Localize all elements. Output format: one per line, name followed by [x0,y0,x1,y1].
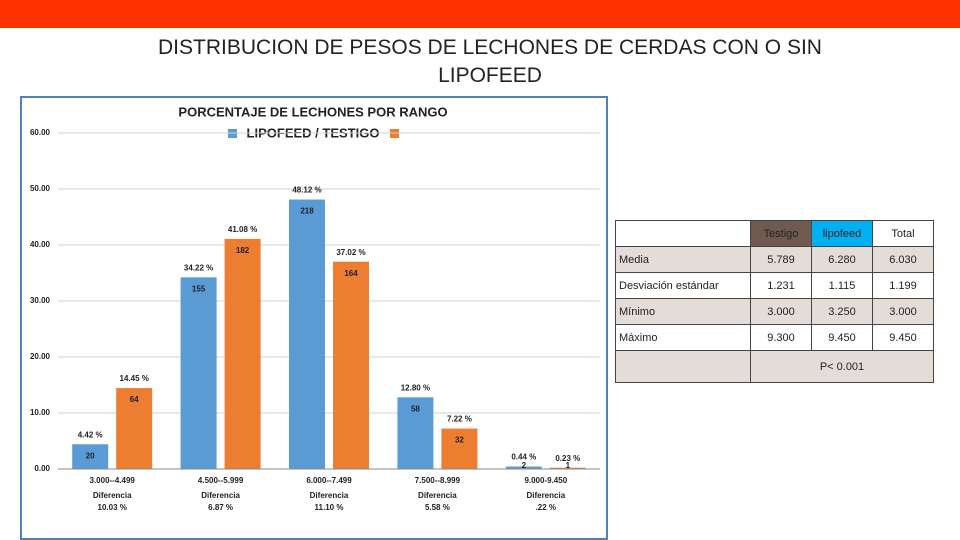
bar [289,199,325,469]
value-label: 4.42 % [78,430,103,439]
x-tick-label: 3.000--4.499 [90,476,136,485]
value-label: 48.12 % [292,186,321,195]
bar [549,467,586,469]
value-label: 12.80 % [401,383,430,392]
count-label: 64 [130,395,139,404]
difference-label: Diferencia [418,491,457,500]
y-tick-label: 60.00 [30,128,51,137]
table-header-cell: lipofeed [811,220,873,247]
value-label: 0.23 % [555,454,580,463]
count-label: 1 [566,461,571,470]
y-tick-label: 20.00 [30,352,51,361]
difference-label: Diferencia [310,491,349,500]
count-label: 32 [455,436,464,445]
value-label: 7.22 % [447,415,472,424]
table-cell: Media [615,246,751,273]
y-tick-label: 40.00 [30,240,51,249]
y-tick-label: 0.00 [34,464,50,473]
y-tick-label: 50.00 [30,184,51,193]
slide-title: DISTRIBUCION DE PESOS DE LECHONES DE CER… [158,36,822,87]
x-tick-label: 4.500--5.999 [198,476,244,485]
table-cell: 5.789 [750,246,812,273]
bar [180,277,217,469]
y-tick-label: 30.00 [30,296,51,305]
count-label: 58 [411,404,420,413]
bar [397,397,434,469]
value-label: 34.22 % [184,263,213,272]
table-cell: 9.450 [872,324,934,351]
table-cell: 6.030 [872,246,934,273]
count-label: 218 [300,207,314,216]
top-bar [0,0,960,28]
count-label: 182 [236,246,250,255]
difference-value: 11.10 % [315,503,344,512]
table-cell: Máximo [615,324,751,351]
table-cell: 1.199 [872,272,934,299]
chart-title: PORCENTAJE DE LECHONES POR RANGO [178,104,447,119]
table-cell: 1.231 [750,272,812,299]
table-row: Máximo 9.300 9.450 9.450 [615,324,934,351]
table-row: Media 5.789 6.280 6.030 [615,246,934,273]
bar [441,428,478,469]
count-label: 20 [86,451,95,460]
x-tick-label: 6.000--7.499 [306,476,352,485]
difference-value: .22 % [536,503,556,512]
value-label: 41.08 % [228,225,257,234]
difference-label: Diferencia [201,491,240,500]
y-tick-label: 10.00 [30,408,51,417]
bar [116,388,153,469]
table-cell: Desviación estándar [615,272,751,299]
count-label: 155 [192,284,206,293]
x-tick-label: 7.500--8.999 [415,476,461,485]
table-cell: 1.115 [811,272,873,299]
bar [72,444,109,469]
table-cell [615,350,751,383]
count-label: 164 [344,269,358,278]
difference-label: Diferencia [93,491,132,500]
table-row: Mínimo 3.000 3.250 3.000 [615,298,934,325]
difference-value: 10.03 % [98,503,127,512]
count-label: 2 [522,461,527,470]
table-corner [615,220,751,247]
table-cell: 9.300 [750,324,812,351]
table-header-cell: Total [872,220,934,247]
bar [333,261,369,469]
difference-value: 5.58 % [425,503,450,512]
table-header-cell: Testigo [750,220,812,247]
table-cell: 3.000 [750,298,812,325]
table-cell: 6.280 [811,246,873,273]
table-cell: 9.450 [811,324,873,351]
x-tick-label: 9.000-9.450 [524,476,567,485]
difference-value: 6.87 % [208,503,233,512]
p-value: P< 0.001 [750,350,934,383]
table-header: Testigo lipofeed Total [615,220,934,247]
table-footer: P< 0.001 [615,350,934,383]
difference-label: Diferencia [526,491,565,500]
value-label: 0.44 % [511,453,536,462]
stats-table: Testigo lipofeed Total Media 5.789 6.280 6.… [615,220,934,383]
value-label: 37.02 % [336,248,365,257]
table-cell: 3.250 [811,298,873,325]
bar [505,466,542,469]
chart-frame [20,96,608,540]
table-cell: 3.000 [872,298,934,325]
bar [224,238,261,469]
table-cell: Mínimo [615,298,751,325]
value-label: 14.45 % [120,374,149,383]
table-row: Desviación estándar 1.231 1.115 1.199 [615,272,934,299]
